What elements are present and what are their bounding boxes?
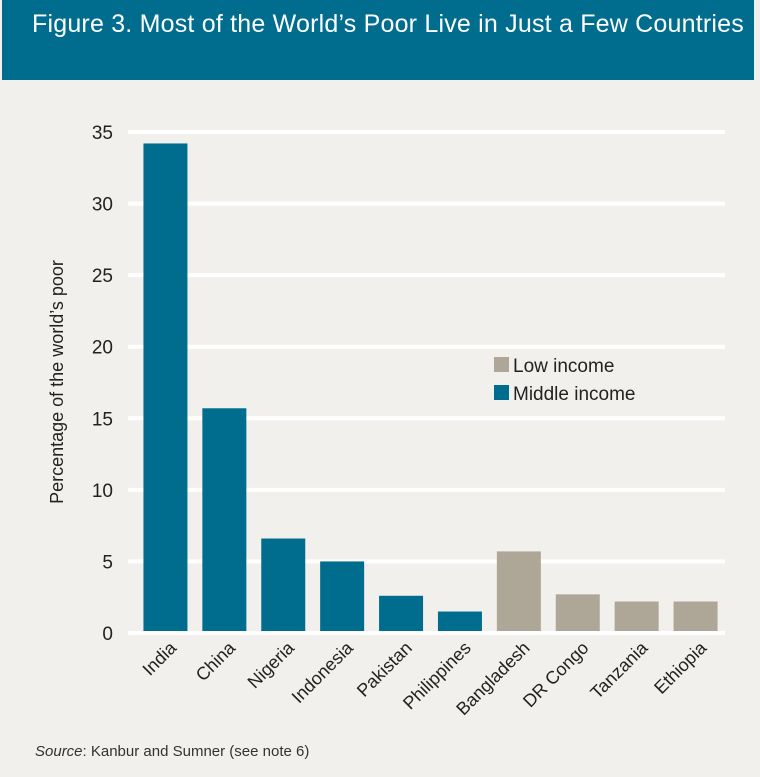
source-text: : Kanbur and Sumner (see note 6) [82,743,310,760]
legend: Low income Middle income [494,356,636,405]
x-tick-label: India [139,637,181,679]
source-note: Source: Kanbur and Sumner (see note 6) [35,743,309,760]
chart-panel [2,80,754,777]
figure-title: Figure 3. Most of the World’s Poor Live … [32,10,744,38]
x-tick-label: Tanzania [586,637,652,703]
bar-ethiopia [673,601,718,631]
x-tick-label: Ethiopia [650,637,711,698]
x-tick-label: China [192,637,240,685]
bar-nigeria [261,538,306,631]
source-label: Source [35,743,83,760]
bar-china [202,408,247,631]
bar-bangladesh [496,551,541,631]
x-tick-label: Indonesia [288,637,358,707]
bar-tanzania [614,601,659,631]
legend-swatch-low-income [494,357,509,372]
bar-india [143,143,188,632]
x-axis-labels: India China NigeriaIndonesiaPakistanPhilip… [139,637,712,719]
y-tick-label: 25 [92,266,113,287]
legend-label: Middle income [513,384,636,405]
bar-pakistan [379,595,424,631]
figure-header: Figure 3. Most of the World’s Poor Live … [2,0,754,80]
y-axis-ticks: 0 5 10 15 20 25 30 35 [92,123,113,645]
y-tick-label: 20 [92,338,113,359]
legend-swatch-middle-income [494,385,509,400]
y-tick-label: 10 [92,481,113,502]
y-tick-label: 0 [102,624,113,645]
bars [143,143,718,632]
bar-indonesia [320,561,365,631]
y-axis-label: Percentage of the world’s poor [47,260,67,504]
y-tick-label: 35 [92,123,113,144]
legend-label: Low income [513,356,614,377]
y-tick-label: 5 [102,552,113,573]
bar-philippines [437,611,482,631]
x-tick-label: Nigeria [244,637,299,692]
y-tick-label: 15 [92,409,113,430]
y-tick-label: 30 [92,195,113,216]
bar-dr-congo [555,594,600,631]
